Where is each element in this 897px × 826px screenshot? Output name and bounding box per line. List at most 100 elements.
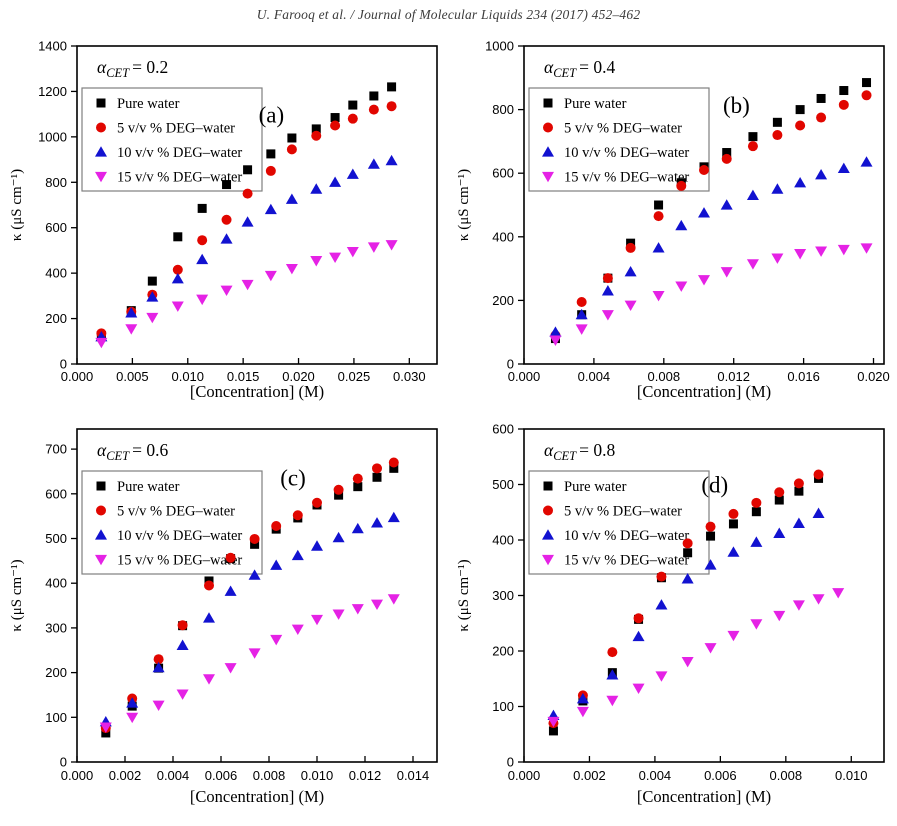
svg-text:400: 400 xyxy=(45,266,67,281)
svg-text:0.014: 0.014 xyxy=(397,768,430,783)
svg-text:0.012: 0.012 xyxy=(349,768,382,783)
y-axis-label: κ (μS cm⁻¹) xyxy=(456,559,472,631)
svg-text:0.016: 0.016 xyxy=(787,369,820,384)
y-axis: 0 100 200 300 400 500 600 xyxy=(492,422,524,770)
panel-letter-label: (b) xyxy=(723,93,750,118)
series-10-v-v-deg-water xyxy=(547,507,825,720)
legend-entry: 5 v/v % DEG–water xyxy=(543,504,682,520)
x-axis: 0.000 0.002 0.004 0.006 0.008 0.010 0.012 0.014 xyxy=(61,756,430,783)
svg-text:800: 800 xyxy=(492,102,514,117)
legend-entry: 10 v/v % DEG–water xyxy=(542,145,689,161)
chart-svg-b: 0.000 0.004 0.008 0.012 0.016 0.020 [Concentra… xyxy=(456,39,890,402)
svg-text:0.020: 0.020 xyxy=(282,369,315,384)
svg-text:1000: 1000 xyxy=(38,129,67,144)
svg-text:0.004: 0.004 xyxy=(578,369,611,384)
svg-text:Pure water: Pure water xyxy=(117,96,180,112)
panel-letter-label: (a) xyxy=(259,102,285,127)
panel-d: 0.000 0.002 0.004 0.006 0.008 0.010 [Concentra… xyxy=(448,414,896,826)
svg-text:15 v/v % DEG–water: 15 v/v % DEG–water xyxy=(564,170,689,186)
svg-text:10 v/v % DEG–water: 10 v/v % DEG–water xyxy=(117,145,242,161)
svg-text:0.006: 0.006 xyxy=(704,768,737,783)
svg-text:0.008: 0.008 xyxy=(770,768,803,783)
svg-text:0.000: 0.000 xyxy=(508,369,541,384)
svg-text:0.012: 0.012 xyxy=(717,369,750,384)
svg-text:0.025: 0.025 xyxy=(338,369,371,384)
svg-text:1200: 1200 xyxy=(38,84,67,99)
panel-title: αCET = 0.8 xyxy=(544,440,615,463)
svg-text:0.004: 0.004 xyxy=(157,768,190,783)
svg-text:15 v/v % DEG–water: 15 v/v % DEG–water xyxy=(117,553,242,569)
svg-text:0: 0 xyxy=(507,357,514,372)
plot-frame xyxy=(76,428,438,763)
svg-text:200: 200 xyxy=(45,311,67,326)
panel-title: αCET = 0.4 xyxy=(544,57,615,80)
svg-text:400: 400 xyxy=(45,576,67,591)
svg-text:0.004: 0.004 xyxy=(639,768,672,783)
svg-text:0.000: 0.000 xyxy=(61,768,94,783)
x-axis-label: [Concentration] (M) xyxy=(637,787,771,806)
y-axis-label: κ (μS cm⁻¹) xyxy=(9,559,25,631)
x-axis: 0.000 0.005 0.010 0.015 0.020 0.025 0.030 xyxy=(61,358,426,384)
svg-text:5 v/v % DEG–water: 5 v/v % DEG–water xyxy=(564,504,682,520)
svg-text:600: 600 xyxy=(492,422,514,437)
chart-svg-c: 0.000 0.002 0.004 0.006 0.008 0.010 0.012 0.014… xyxy=(9,428,438,806)
svg-text:Pure water: Pure water xyxy=(564,96,627,112)
svg-text:500: 500 xyxy=(45,531,67,546)
svg-text:1400: 1400 xyxy=(38,39,67,54)
legend: Pure water 5 v/v % DEG–water 10 v/v % DEG–… xyxy=(528,470,710,575)
panel-a: 0.000 0.005 0.010 0.015 0.020 0.025 0.030 [Conc… xyxy=(1,31,449,412)
legend: Pure water 5 v/v % DEG–water 10 v/v % DEG–… xyxy=(81,87,263,192)
svg-text:100: 100 xyxy=(45,710,67,725)
y-axis: 0 200 400 600 800 1000 xyxy=(485,39,524,372)
svg-text:0.005: 0.005 xyxy=(116,369,149,384)
svg-text:10 v/v % DEG–water: 10 v/v % DEG–water xyxy=(117,528,242,544)
svg-text:100: 100 xyxy=(492,699,514,714)
legend-entry: 15 v/v % DEG–water xyxy=(542,553,689,569)
y-axis: 0 200 400 600 800 1000 1200 1400 xyxy=(38,39,77,372)
svg-text:200: 200 xyxy=(492,293,514,308)
svg-text:0.020: 0.020 xyxy=(857,369,890,384)
svg-text:400: 400 xyxy=(492,533,514,548)
panel-title: αCET = 0.6 xyxy=(97,440,168,463)
legend-entry: Pure water xyxy=(96,96,180,112)
svg-text:0.010: 0.010 xyxy=(835,768,868,783)
svg-text:0.002: 0.002 xyxy=(109,768,142,783)
x-axis-label: [Concentration] (M) xyxy=(637,382,771,401)
y-axis-label: κ (μS cm⁻¹) xyxy=(456,169,472,241)
legend-entry: 10 v/v % DEG–water xyxy=(542,528,689,544)
x-axis-label: [Concentration] (M) xyxy=(190,382,324,401)
panel-letter-label: (c) xyxy=(280,466,306,491)
series-15-v-v-deg-water xyxy=(99,594,400,733)
panel-b: 0.000 0.004 0.008 0.012 0.016 0.020 [Concentra… xyxy=(448,31,896,412)
panel-title: αCET = 0.2 xyxy=(97,57,168,80)
y-axis: 0 100 200 300 400 500 600 700 xyxy=(45,442,77,770)
x-axis: 0.000 0.004 0.008 0.012 0.016 0.020 xyxy=(508,358,890,384)
svg-text:400: 400 xyxy=(492,229,514,244)
svg-text:1000: 1000 xyxy=(485,39,514,54)
svg-text:300: 300 xyxy=(492,588,514,603)
svg-text:0: 0 xyxy=(507,755,514,770)
svg-text:0.030: 0.030 xyxy=(393,369,426,384)
svg-text:600: 600 xyxy=(45,220,67,235)
legend-entry: 5 v/v % DEG–water xyxy=(96,121,235,137)
panel-c: 0.000 0.002 0.004 0.006 0.008 0.010 0.012 0.014… xyxy=(1,414,449,826)
svg-text:0.015: 0.015 xyxy=(227,369,260,384)
series-10-v-v-deg-water xyxy=(99,511,400,727)
svg-text:0: 0 xyxy=(60,755,67,770)
legend-entry: 5 v/v % DEG–water xyxy=(96,504,235,520)
svg-text:5 v/v % DEG–water: 5 v/v % DEG–water xyxy=(117,504,235,520)
svg-text:5 v/v % DEG–water: 5 v/v % DEG–water xyxy=(117,121,235,137)
svg-text:15 v/v % DEG–water: 15 v/v % DEG–water xyxy=(564,553,689,569)
journal-header: U. Farooq et al. / Journal of Molecular … xyxy=(256,7,641,22)
legend-entry: Pure water xyxy=(543,479,627,495)
series-15-v-v-deg-water xyxy=(547,588,845,728)
legend: Pure water 5 v/v % DEG–water 10 v/v % DEG–… xyxy=(528,87,710,192)
svg-text:0.000: 0.000 xyxy=(508,768,541,783)
series-10-v-v-deg-water xyxy=(549,156,873,337)
svg-text:0.010: 0.010 xyxy=(301,768,334,783)
svg-text:5 v/v % DEG–water: 5 v/v % DEG–water xyxy=(564,121,682,137)
legend-entry: 10 v/v % DEG–water xyxy=(95,145,242,161)
svg-text:200: 200 xyxy=(492,644,514,659)
svg-text:0.008: 0.008 xyxy=(253,768,286,783)
